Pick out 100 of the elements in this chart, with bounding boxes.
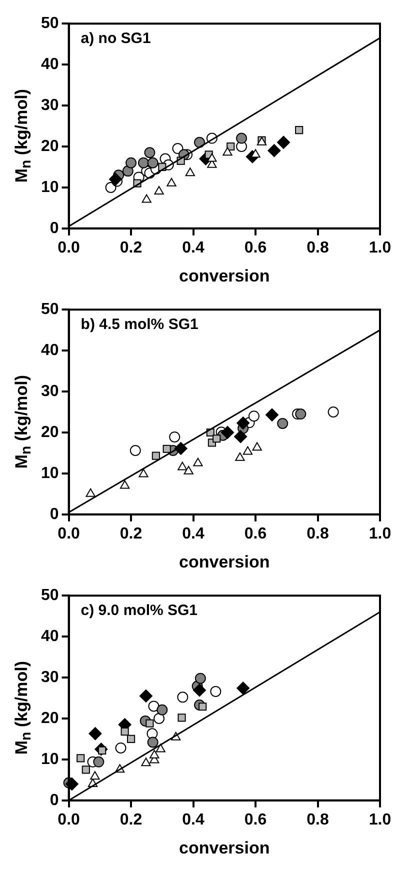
point xyxy=(120,728,129,736)
x-tick-label: 0.2 xyxy=(120,239,142,256)
point xyxy=(126,157,137,168)
point xyxy=(82,766,90,774)
y-tick-label: 30 xyxy=(41,668,59,686)
point xyxy=(76,754,85,762)
point xyxy=(147,157,158,168)
point xyxy=(93,756,104,768)
x-tick-label: 0.0 xyxy=(58,811,80,828)
x-tick-label: 0.2 xyxy=(120,525,142,542)
point xyxy=(108,172,122,186)
point xyxy=(222,147,232,156)
x-tick-label: 0.4 xyxy=(182,239,204,256)
point xyxy=(178,714,186,722)
x-tick-label: 0.0 xyxy=(58,239,80,256)
point xyxy=(207,153,217,162)
y-tick-label: 40 xyxy=(41,56,59,73)
point xyxy=(130,445,141,456)
y-tick-label: 50 xyxy=(41,15,59,32)
y-tick-label: 10 xyxy=(41,178,59,196)
point xyxy=(185,168,195,176)
point xyxy=(162,444,171,453)
point xyxy=(166,178,176,186)
point xyxy=(235,452,245,461)
point xyxy=(234,430,248,444)
point xyxy=(193,458,203,466)
point xyxy=(169,431,180,442)
annotation: c) 9.0 mol% SG1 xyxy=(80,602,198,620)
x-axis-title: conversion xyxy=(179,552,270,572)
annotation: a) no SG1 xyxy=(80,30,151,48)
point xyxy=(193,684,206,697)
point xyxy=(144,147,156,158)
point xyxy=(154,186,164,195)
point xyxy=(248,410,260,422)
point xyxy=(268,144,281,158)
x-tick-label: 0.6 xyxy=(244,811,267,828)
point xyxy=(236,132,248,144)
x-axis-title: conversion xyxy=(179,266,270,286)
point xyxy=(252,442,262,451)
point xyxy=(210,686,222,697)
point xyxy=(90,771,100,780)
point xyxy=(138,157,149,168)
point xyxy=(139,689,152,702)
y-tick-label: 0 xyxy=(50,220,59,237)
point xyxy=(156,744,166,752)
y-tick-label: 20 xyxy=(41,138,59,155)
point xyxy=(221,426,234,439)
point xyxy=(295,408,306,420)
point xyxy=(120,480,130,489)
y-tick-label: 20 xyxy=(41,710,59,727)
x-tick-label: 0.2 xyxy=(120,811,142,828)
x-tick-label: 0.6 xyxy=(244,239,267,256)
x-tick-label: 0.4 xyxy=(182,525,204,542)
point xyxy=(142,194,152,203)
x-tick-label: 1.0 xyxy=(368,239,392,256)
point xyxy=(88,727,102,740)
y-tick-label: 40 xyxy=(41,342,59,359)
point xyxy=(156,704,168,716)
point xyxy=(177,692,188,703)
y-tick-label: 50 xyxy=(41,587,59,604)
x-axis-title: conversion xyxy=(179,838,270,858)
y-tick-label: 40 xyxy=(41,628,59,645)
point xyxy=(236,416,250,430)
point xyxy=(198,702,207,711)
annotation: b) 4.5 mol% SG1 xyxy=(80,316,198,334)
x-tick-label: 0.8 xyxy=(306,239,329,256)
x-tick-label: 0.8 xyxy=(306,525,329,542)
x-tick-label: 0.0 xyxy=(58,525,80,542)
point xyxy=(184,466,194,474)
y-tick-label: 0 xyxy=(50,792,59,809)
x-tick-label: 0.4 xyxy=(182,811,204,828)
point xyxy=(127,734,136,743)
y-tick-label: 30 xyxy=(41,382,59,400)
y-tick-label: 10 xyxy=(41,464,59,482)
point xyxy=(146,719,154,728)
point xyxy=(147,736,158,748)
point xyxy=(295,126,304,134)
point xyxy=(236,682,250,695)
point xyxy=(212,434,221,443)
x-tick-label: 1.0 xyxy=(368,811,392,828)
y-tick-label: 50 xyxy=(41,301,59,318)
point xyxy=(115,742,126,754)
point xyxy=(277,418,288,429)
x-tick-label: 0.6 xyxy=(244,525,267,542)
point xyxy=(178,462,188,470)
point xyxy=(277,136,290,149)
point xyxy=(194,672,206,684)
point xyxy=(138,468,148,478)
point xyxy=(141,758,151,766)
point xyxy=(266,408,279,422)
point xyxy=(146,728,158,740)
point xyxy=(148,700,160,712)
x-tick-label: 0.8 xyxy=(306,811,329,828)
point xyxy=(122,166,134,177)
point xyxy=(172,143,184,154)
point xyxy=(242,446,253,455)
point xyxy=(154,712,165,724)
x-tick-label: 1.0 xyxy=(368,525,392,542)
point xyxy=(328,406,339,418)
y-tick-label: 30 xyxy=(41,96,59,114)
